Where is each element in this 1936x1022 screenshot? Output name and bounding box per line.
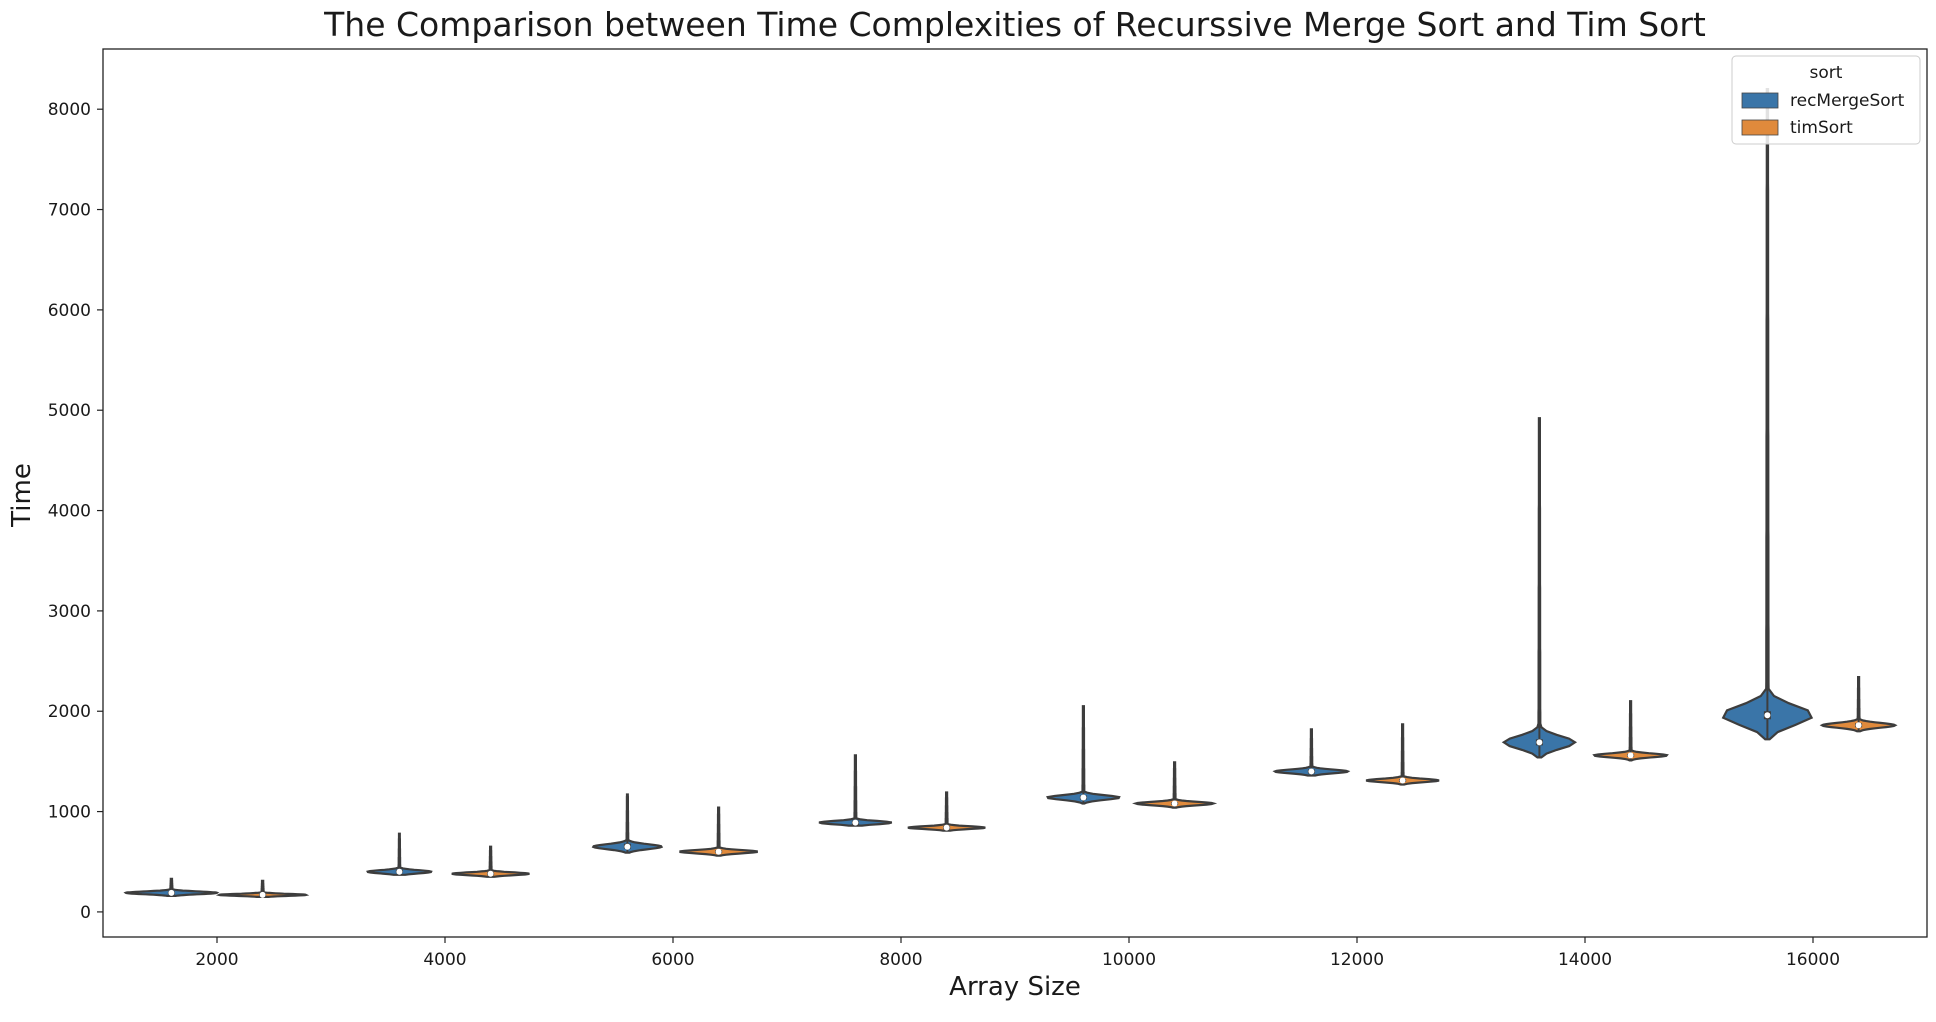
x-tick-label: 4000 [423, 950, 466, 970]
violin-recmergesort-12000 [1272, 728, 1351, 777]
x-tick-label: 10000 [1102, 950, 1156, 970]
legend-title: sort [1810, 63, 1843, 83]
violin-timsort-8000 [907, 791, 986, 832]
violin-median-recmergesort [1308, 768, 1315, 775]
violin-median-recmergesort [624, 843, 631, 850]
violin-recmergesort-10000 [1046, 705, 1121, 805]
x-tick-label: 6000 [651, 950, 694, 970]
violin-recmergesort-8000 [818, 754, 893, 827]
y-tick-label: 2000 [48, 702, 91, 722]
violin-median-timsort [1171, 800, 1178, 807]
legend-swatch-recmergesort [1741, 92, 1779, 109]
violin-timsort-4000 [451, 845, 530, 878]
violin-median-recmergesort [1764, 712, 1771, 719]
y-tick-label: 8000 [48, 100, 91, 120]
violin-median-recmergesort [396, 868, 403, 875]
violin-median-timsort [1399, 777, 1406, 784]
legend: sort recMergeSort timSort [1731, 55, 1921, 145]
violin-median-timsort [715, 848, 722, 855]
y-tick-label: 4000 [48, 502, 91, 522]
x-axis-label: Array Size [949, 972, 1081, 1002]
violin-timsort-12000 [1365, 723, 1440, 786]
violin-median-recmergesort [168, 889, 175, 896]
y-tick-label: 6000 [48, 301, 91, 321]
x-tick-label: 2000 [195, 950, 238, 970]
plot-area-frame [102, 48, 1928, 938]
violin-timsort-2000 [215, 879, 310, 898]
legend-label-timsort: timSort [1790, 118, 1853, 138]
y-tick-label: 3000 [48, 602, 91, 622]
chart-title: The Comparison between Time Complexities… [323, 5, 1706, 44]
x-tick-label: 12000 [1330, 950, 1384, 970]
violin-timsort-6000 [679, 806, 758, 857]
violin-median-recmergesort [852, 819, 859, 826]
legend-box [1731, 55, 1921, 145]
legend-swatch-timsort [1741, 119, 1779, 136]
violin-median-recmergesort [1536, 739, 1543, 746]
violin-recmergesort-14000 [1501, 417, 1578, 759]
legend-label-recmergesort: recMergeSort [1790, 91, 1905, 111]
violin-recmergesort-2000 [123, 877, 220, 897]
violins-layer [123, 88, 1898, 898]
violin-recmergesort-16000 [1721, 88, 1814, 741]
y-tick-label: 1000 [48, 803, 91, 823]
violin-timsort-16000 [1819, 676, 1898, 733]
x-axis-ticks: 2000 4000 6000 8000 10000 12000 14000 16000 [195, 937, 1840, 970]
violin-median-timsort [259, 891, 266, 898]
violin-recmergesort-6000 [591, 793, 664, 854]
y-axis-label: Time [7, 463, 37, 528]
violin-median-timsort [487, 870, 494, 877]
y-axis-ticks: 0 1000 2000 3000 4000 5000 6000 7000 8000 [48, 100, 103, 923]
violin-recmergesort-4000 [366, 832, 433, 876]
violin-timsort-10000 [1132, 761, 1218, 809]
violin-median-timsort [943, 824, 950, 831]
violin-timsort-14000 [1592, 700, 1669, 762]
x-tick-label: 8000 [879, 950, 922, 970]
x-tick-label: 16000 [1786, 950, 1840, 970]
y-tick-label: 7000 [48, 201, 91, 221]
y-tick-label: 0 [80, 903, 91, 923]
violin-median-timsort [1627, 752, 1634, 759]
violin-median-recmergesort [1080, 794, 1087, 801]
violin-median-timsort [1855, 722, 1862, 729]
y-tick-label: 5000 [48, 401, 91, 421]
x-tick-label: 14000 [1558, 950, 1612, 970]
